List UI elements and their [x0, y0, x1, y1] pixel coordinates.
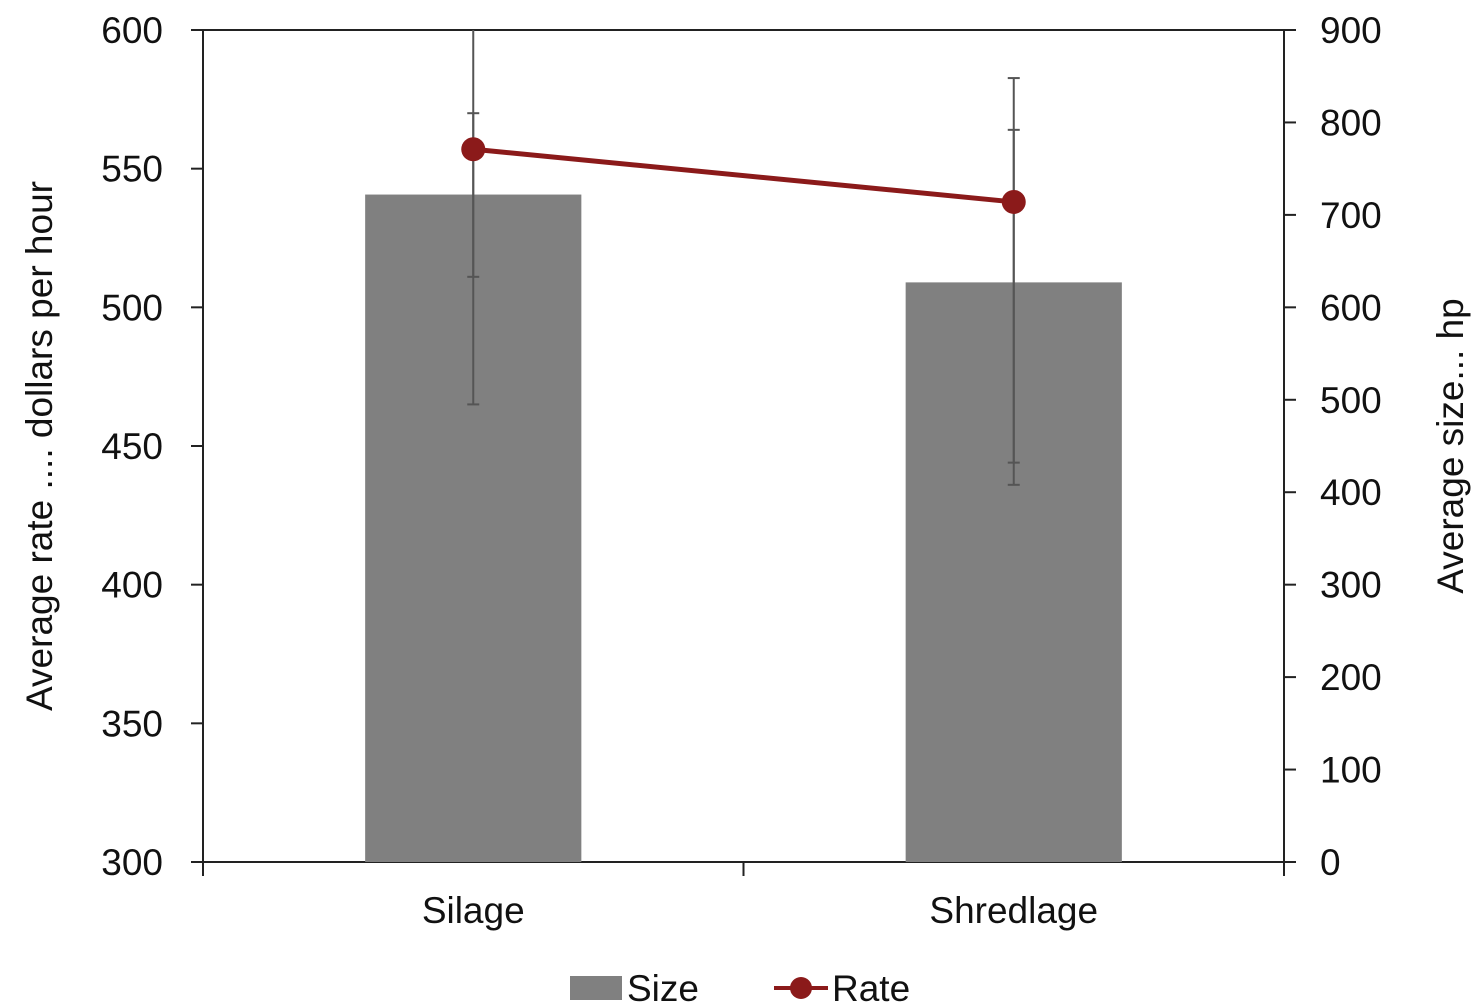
legend-label-size: Size: [627, 968, 699, 1005]
right-tick-label: 400: [1320, 472, 1382, 513]
right-axis-title: Average size... hp: [1430, 298, 1471, 594]
left-tick-label: 350: [101, 703, 163, 744]
x-category-label: Silage: [422, 890, 525, 931]
rate-line-path: [473, 146, 1014, 205]
left-axis-title: Average rate .... dollars per hour: [19, 181, 60, 711]
left-tick-label: 550: [101, 149, 163, 190]
bar-series-size: [365, 194, 1122, 863]
x-category-label: Shredlage: [929, 890, 1098, 931]
right-tick-label: 900: [1320, 10, 1382, 51]
left-tick-label: 600: [101, 10, 163, 51]
left-tick-label: 500: [101, 287, 163, 328]
left-tick-label: 300: [101, 842, 163, 883]
left-tick-label: 450: [101, 426, 163, 467]
legend: Size Rate: [570, 968, 910, 1005]
x-axis-ticks: Silage Shredlage: [202, 862, 1285, 931]
right-tick-label: 800: [1320, 102, 1382, 143]
legend-marker-rate: [790, 977, 812, 999]
right-tick-label: 500: [1320, 380, 1382, 421]
rate-point-silage: [461, 137, 486, 162]
left-axis-ticks: 300 350 400 450 500 550 600: [101, 10, 203, 883]
right-tick-label: 700: [1320, 195, 1382, 236]
line-series-rate: [461, 137, 1026, 214]
right-tick-label: 600: [1320, 287, 1382, 328]
left-tick-label: 400: [101, 565, 163, 606]
rate-point-shredlage: [1001, 189, 1026, 214]
right-tick-label: 0: [1320, 842, 1341, 883]
legend-label-rate: Rate: [832, 968, 910, 1005]
legend-swatch-size: [570, 976, 622, 1000]
right-tick-label: 300: [1320, 565, 1382, 606]
right-axis-ticks: 0 100 200 300 400 500 600 700 800 900: [1284, 10, 1382, 883]
right-tick-label: 200: [1320, 657, 1382, 698]
right-tick-label: 100: [1320, 750, 1382, 791]
